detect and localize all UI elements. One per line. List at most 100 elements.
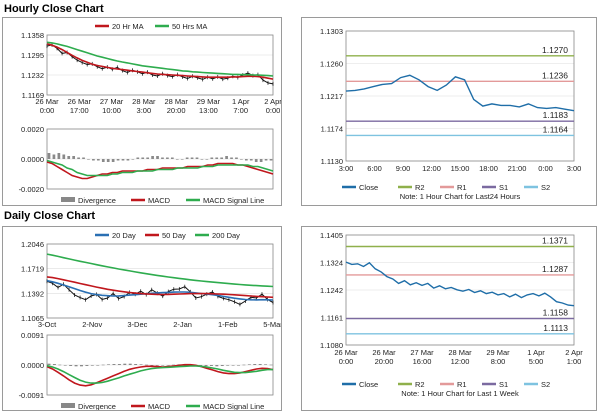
hourly-right-close-line — [345, 74, 575, 112]
daily-right-legend-label: S2 — [541, 380, 550, 389]
hourly-left-divergence-bar — [220, 157, 224, 159]
daily-right-legend-label: S1 — [499, 380, 508, 389]
hourly-left-divergence-bar — [92, 159, 95, 161]
daily-left-divergence-bar — [269, 364, 273, 366]
hourly-right-legend-label: R2 — [415, 183, 425, 192]
hourly-right-x-tick-label: 18:00 — [479, 164, 498, 173]
hourly-left-x-tick-label: 29 Mar — [197, 97, 221, 106]
daily-left-macd-y-tick-label: 0.0091 — [21, 331, 44, 340]
daily-left-divergence-bar — [144, 364, 148, 366]
daily-left-legend-label: 200 Day — [212, 231, 240, 240]
daily-left-divergence-bar — [155, 365, 159, 366]
hourly-left-price-y-tick-label: 1.1232 — [21, 71, 44, 80]
daily-left-divergence-bar — [52, 364, 56, 365]
daily-left-macd-y-tick-label: -0.0091 — [19, 391, 44, 400]
hourly-left-legend-label: 20 Hr MA — [112, 22, 144, 31]
hourly-left-x-tick-label: 0:00 — [266, 106, 281, 115]
hourly-left-macd-y-tick-label: -0.0020 — [19, 185, 44, 194]
daily-right-x-tick-label: 26 Mar — [372, 348, 396, 357]
daily-left-ma50-line — [46, 276, 274, 299]
daily-left-divergence-bar — [128, 363, 132, 365]
daily-left-macd-line — [46, 363, 274, 387]
daily-right-y-tick-label: 1.1242 — [320, 286, 343, 295]
hourly-left-divergence-bar — [151, 156, 154, 159]
daily-right-y-tick-label: 1.1161 — [321, 314, 343, 323]
hourly-left-divergence-bar — [62, 154, 66, 159]
daily-left-divergence-bar — [209, 365, 213, 366]
hourly-right-level-r2-label: 1.1270 — [542, 45, 568, 55]
daily-left-divergence-bar — [242, 364, 246, 366]
daily-left-price-y-tick-label: 1.1065 — [21, 314, 44, 323]
hourly-right-level-r1-label: 1.1236 — [542, 70, 568, 80]
hourly-left-divergence-bar — [166, 157, 169, 159]
daily-left-macd-plot-frame — [46, 334, 274, 396]
hourly-left-x-tick-label: 27 Mar — [100, 97, 124, 106]
hourly-left-divergence-bar — [170, 157, 174, 159]
daily-right-close-line — [345, 261, 575, 307]
hourly-right-legend-label: Close — [359, 183, 378, 192]
daily-right-x-tick-label: 5:00 — [529, 357, 544, 366]
hourly-right-y-tick-label: 1.1130 — [321, 157, 343, 166]
hourly-right-x-tick-label: 9:00 — [396, 164, 411, 173]
hourly-left-x-tick-label: 28 Mar — [164, 97, 188, 106]
daily-left-divergence-bar — [204, 365, 208, 366]
hourly-left-divergence-bar — [52, 154, 56, 159]
hourly-left-divergence-bar — [146, 157, 150, 159]
daily-right-level-r1-label: 1.1287 — [542, 264, 568, 274]
daily-right-level-r2-label: 1.1371 — [542, 236, 568, 246]
daily-left-divergence-bar — [90, 365, 94, 366]
hourly-left-divergence-bar — [190, 157, 194, 159]
hourly-left-x-tick-label: 2 Apr — [264, 97, 281, 106]
hourly-right-y-tick-label: 1.1303 — [320, 27, 343, 36]
hourly-left-divergence-bar — [106, 159, 110, 162]
daily-left-divergence-bar — [253, 364, 257, 365]
hourly-left-divergence-bar — [77, 157, 80, 159]
hourly-left-divergence-bar — [136, 157, 140, 159]
daily-right-x-tick-label: 27 Mar — [410, 348, 434, 357]
daily-left-divergence-bar — [220, 365, 224, 366]
hourly-left-divergence-bar — [116, 159, 120, 161]
daily-left-divergence-bar — [123, 363, 127, 365]
daily-left-legend-label: 20 Day — [112, 231, 136, 240]
daily-left-divergence-bar — [172, 364, 176, 366]
hourly-section-title: Hourly Close Chart — [4, 3, 104, 15]
daily-right-y-tick-label: 1.1080 — [320, 341, 343, 350]
hourly-right-x-tick-label: 12:00 — [422, 164, 441, 173]
hourly-left-divergence-bar — [72, 156, 76, 159]
hourly-left-price-y-tick-label: 1.1295 — [21, 51, 44, 60]
daily-left-price-plot-frame — [46, 243, 274, 319]
daily-left-divergence-bar — [139, 364, 143, 365]
daily-left-macd-legend-label: MACD — [148, 402, 171, 410]
hourly-left-signal-line — [46, 159, 274, 177]
hourly-left-divergence-bar — [235, 157, 238, 159]
hourly-left-divergence-bar — [215, 157, 219, 159]
daily-right-y-tick-label: 1.1324 — [320, 259, 343, 268]
daily-left-divergence-bar — [226, 365, 230, 366]
hourly-right-legend-label: S1 — [499, 183, 508, 192]
hourly-left-divergence-bar — [57, 153, 61, 159]
daily-left-divergence-bar — [74, 365, 78, 367]
daily-right-legend-label: R2 — [415, 380, 425, 389]
hourly-left-x-tick-label: 26 Mar — [68, 97, 92, 106]
hourly-right-y-tick-label: 1.1174 — [321, 125, 343, 134]
daily-right-x-tick-label: 29 Mar — [486, 348, 510, 357]
hourly-left-divergence-bar — [67, 156, 71, 159]
hourly-left-divergence-bar — [269, 159, 273, 161]
hourly-left-price-y-tick-label: 1.1169 — [22, 91, 44, 100]
hourly-right-x-tick-label: 3:00 — [339, 164, 354, 173]
hourly-left-divergence-bar — [96, 159, 100, 161]
hourly-left-x-tick-label: 10:00 — [102, 106, 121, 115]
hourly-left-x-tick-label: 1 Apr — [232, 97, 250, 106]
hourly-left-macd-y-tick-label: 0.0020 — [21, 125, 44, 134]
daily-left-ma200-line — [46, 253, 274, 288]
daily-right-x-tick-label: 0:00 — [339, 357, 354, 366]
hourly-right-level-s2-label: 1.1164 — [543, 124, 569, 134]
daily-left-divergence-bar — [247, 364, 251, 365]
daily-left-divergence-bar — [47, 363, 51, 365]
daily-left-divergence-bar — [150, 365, 154, 366]
hourly-left-x-tick-label: 0:00 — [40, 106, 55, 115]
hourly-left-divergence-bar — [156, 156, 159, 159]
hourly-left-divergence-bar — [141, 157, 145, 159]
daily-left-divergence-bar — [101, 364, 105, 366]
hourly-left-panel: 20 Hr MA 50 Hrs MA 1.1358 1.1295 1.1232 1.116… — [2, 17, 282, 206]
